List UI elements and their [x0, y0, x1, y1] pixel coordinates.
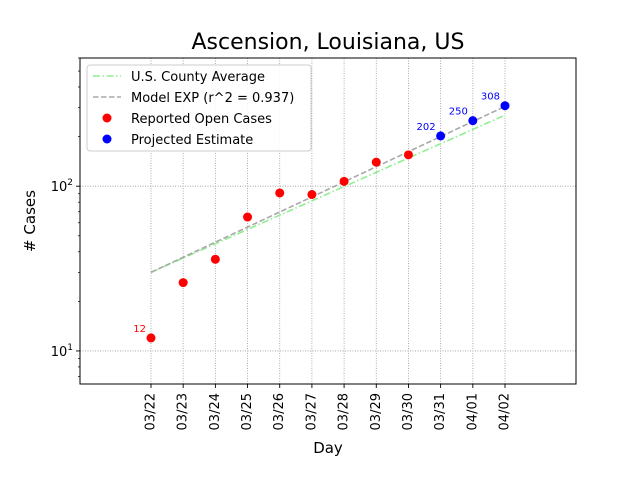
data-point [371, 157, 381, 167]
data-point [275, 188, 285, 198]
data-point [500, 101, 510, 111]
x-tick-label: 03/22 [144, 393, 159, 430]
x-tick-label: 03/23 [176, 393, 191, 430]
data-point [210, 254, 220, 264]
legend-box [86, 64, 312, 152]
x-tick-label: 03/30 [401, 393, 416, 430]
series-line [150, 105, 506, 274]
data-label: 308 [481, 92, 500, 103]
y-tick-label: 102 [51, 178, 73, 195]
axes: 03/22 03/23 03/24 03/25 03/26 03/27 03/28 03/29… [51, 57, 513, 430]
x-tick-label: 03/25 [240, 393, 255, 430]
x-tick-label: 03/29 [369, 393, 384, 430]
x-tick-label: 03/26 [272, 393, 287, 430]
legend-point-marker [102, 134, 112, 144]
data-labels: 12 202 250 308 [133, 92, 500, 335]
data-point [339, 176, 349, 186]
data-label: 250 [449, 107, 468, 118]
x-tick-label: 03/28 [337, 393, 352, 430]
plot-frame [79, 57, 577, 385]
data-point [243, 212, 253, 222]
legend-point-marker [102, 113, 112, 123]
data-label: 202 [417, 122, 436, 133]
x-axis-label: Day [313, 439, 343, 457]
data-point [307, 190, 317, 200]
x-tick-label: 03/31 [433, 393, 448, 430]
legend-label: U.S. County Average [131, 70, 265, 85]
legend-label: Model EXP (r^2 = 0.937) [131, 91, 294, 106]
legend-label: Reported Open Cases [131, 112, 272, 127]
data-point [403, 150, 413, 160]
series-line [150, 114, 506, 274]
x-tick-label: 04/01 [465, 393, 480, 430]
chart-title: Ascension, Louisiana, US [192, 30, 465, 55]
series-layer [146, 101, 510, 343]
legend: U.S. County Average Model EXP (r^2 = 0.93… [86, 64, 312, 152]
data-point [146, 333, 156, 343]
data-point [468, 116, 478, 126]
data-point [178, 278, 188, 288]
data-label: 12 [133, 324, 146, 335]
y-tick-label: 101 [51, 343, 73, 360]
x-tick-label: 04/02 [498, 393, 513, 430]
y-axis-label: # Cases [21, 190, 39, 252]
data-point [436, 131, 446, 141]
x-tick-label: 03/24 [208, 393, 223, 430]
legend-label: Projected Estimate [131, 133, 253, 148]
x-tick-label: 03/27 [304, 393, 319, 430]
